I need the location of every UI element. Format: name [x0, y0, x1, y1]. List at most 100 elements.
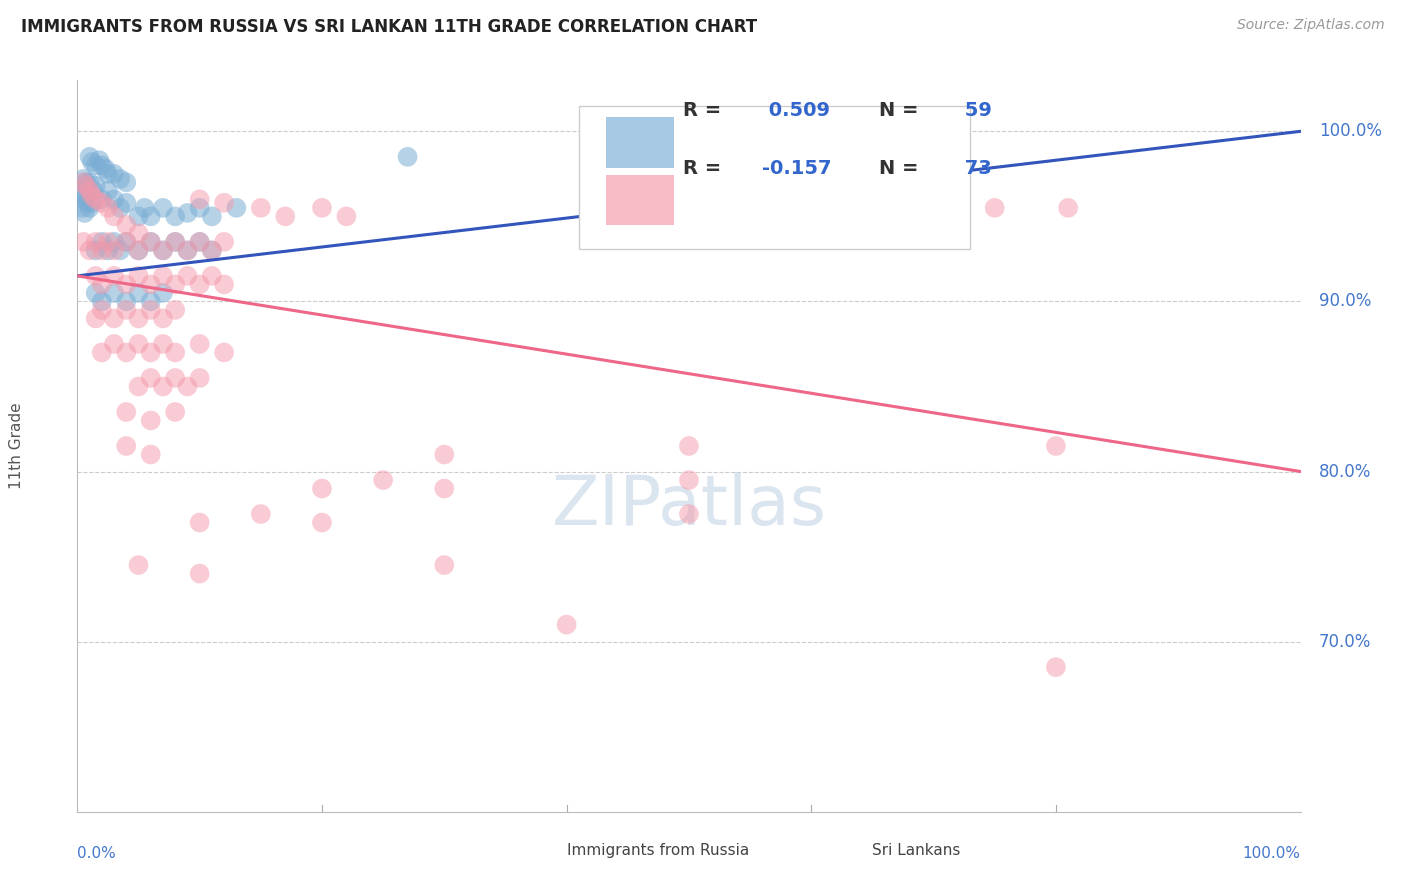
Point — [103, 285, 125, 300]
Point — [165, 277, 187, 292]
Point — [127, 244, 149, 258]
Point — [188, 566, 211, 581]
Point — [103, 268, 125, 283]
Point — [90, 345, 112, 359]
Point — [84, 158, 107, 172]
Point — [70, 201, 93, 215]
Point — [311, 201, 333, 215]
Point — [115, 294, 138, 309]
Point — [176, 379, 198, 393]
Text: Sri Lankans: Sri Lankans — [873, 843, 960, 858]
Point — [90, 195, 112, 210]
Point — [90, 294, 112, 309]
Point — [212, 277, 235, 292]
Point — [75, 175, 97, 189]
Point — [176, 244, 198, 258]
Point — [103, 337, 125, 351]
Point — [79, 201, 101, 215]
Point — [108, 201, 131, 215]
Point — [76, 195, 98, 210]
Point — [90, 158, 112, 172]
Point — [127, 210, 149, 224]
Point — [115, 218, 138, 232]
Point — [678, 439, 700, 453]
Text: Source: ZipAtlas.com: Source: ZipAtlas.com — [1237, 18, 1385, 32]
Text: 73: 73 — [957, 159, 991, 178]
Point — [115, 195, 138, 210]
Point — [80, 189, 103, 203]
Point — [152, 311, 174, 326]
Text: R =: R = — [683, 159, 728, 178]
Point — [396, 150, 419, 164]
Point — [165, 210, 187, 224]
Point — [90, 277, 112, 292]
Point — [97, 201, 120, 215]
Point — [188, 235, 211, 249]
Point — [103, 167, 125, 181]
Text: Immigrants from Russia: Immigrants from Russia — [567, 843, 749, 858]
Point — [97, 167, 120, 181]
Point — [139, 277, 162, 292]
Point — [84, 178, 107, 193]
Point — [79, 244, 101, 258]
Point — [176, 206, 198, 220]
Point — [127, 337, 149, 351]
Point — [115, 277, 138, 292]
Text: 70.0%: 70.0% — [1319, 632, 1371, 650]
Point — [127, 227, 149, 241]
Point — [84, 268, 107, 283]
Point — [115, 235, 138, 249]
Point — [127, 285, 149, 300]
Point — [250, 507, 273, 521]
Point — [80, 155, 103, 169]
Point — [79, 184, 101, 198]
Point — [176, 268, 198, 283]
Point — [72, 235, 94, 249]
Point — [274, 210, 297, 224]
Point — [165, 345, 187, 359]
Text: -0.157: -0.157 — [762, 159, 832, 178]
Point — [1045, 439, 1067, 453]
Point — [139, 345, 162, 359]
Point — [90, 302, 112, 317]
Text: 80.0%: 80.0% — [1319, 463, 1371, 481]
Text: N =: N = — [879, 159, 925, 178]
Point — [433, 482, 456, 496]
Point — [139, 302, 162, 317]
Point — [103, 210, 125, 224]
Point — [103, 192, 125, 206]
Point — [115, 302, 138, 317]
Point — [152, 244, 174, 258]
Point — [115, 345, 138, 359]
Point — [212, 345, 235, 359]
Point — [201, 210, 224, 224]
Point — [1057, 201, 1080, 215]
Point — [165, 235, 187, 249]
Point — [152, 285, 174, 300]
Text: 90.0%: 90.0% — [1319, 293, 1371, 310]
Point — [201, 268, 224, 283]
Point — [94, 161, 117, 176]
Point — [176, 244, 198, 258]
Point — [311, 516, 333, 530]
Point — [115, 439, 138, 453]
Point — [152, 379, 174, 393]
Point — [678, 507, 700, 521]
Point — [72, 172, 94, 186]
Point — [201, 244, 224, 258]
Point — [152, 201, 174, 215]
Text: IMMIGRANTS FROM RUSSIA VS SRI LANKAN 11TH GRADE CORRELATION CHART: IMMIGRANTS FROM RUSSIA VS SRI LANKAN 11T… — [21, 18, 758, 36]
Point — [76, 178, 98, 193]
Point — [90, 235, 112, 249]
Point — [80, 195, 103, 210]
Point — [433, 448, 456, 462]
Text: R =: R = — [683, 101, 728, 120]
Point — [555, 617, 578, 632]
FancyBboxPatch shape — [606, 117, 675, 168]
Point — [89, 153, 111, 168]
Point — [139, 294, 162, 309]
Text: 0.509: 0.509 — [762, 101, 831, 120]
Point — [188, 337, 211, 351]
Point — [188, 371, 211, 385]
Point — [108, 172, 131, 186]
